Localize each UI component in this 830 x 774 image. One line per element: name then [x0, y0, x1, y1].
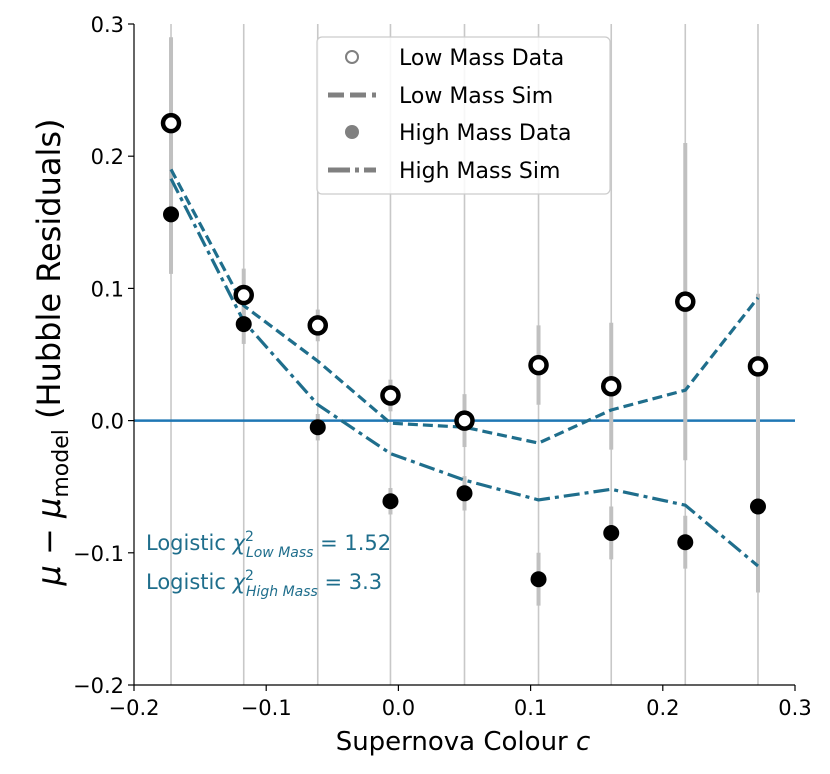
y-tick-label: 0.1 [91, 277, 124, 301]
low-mass-data-point [528, 354, 549, 376]
legend-box [316, 36, 611, 195]
annotation-prefix: Logistic [146, 531, 233, 555]
annotation-sub: High Mass [246, 584, 318, 600]
annotation-prefix: Logistic [146, 570, 233, 594]
annotation-value: = 3.3 [318, 570, 382, 594]
low-mass-data-point [747, 356, 769, 377]
x-tick-label: −0.1 [241, 696, 292, 720]
annotation-chi2-low-mass: Logistic χ2 Low Mass = 1.52 [146, 529, 391, 561]
low-mass-data-point [380, 385, 401, 406]
high-mass-sim-line [169, 177, 760, 568]
annotation-sup: 2 [245, 529, 254, 545]
high-mass-data-point [677, 534, 694, 551]
annotation-value: = 1.52 [313, 531, 391, 555]
legend: Low Mass Data Low Mass Sim High Mass Dat… [316, 36, 611, 195]
annotation-chi: χ [232, 531, 247, 555]
low-mass-sim-line [169, 168, 760, 445]
high-mass-data-point [163, 206, 180, 223]
high-mass-data-point [456, 485, 473, 502]
high-mass-data-point [309, 419, 326, 436]
y-axis-label: μ − μmodel (Hubble Residuals) [30, 118, 74, 586]
high-mass-data-point [235, 316, 252, 333]
annotation-sup: 2 [245, 568, 254, 584]
axes: −0.2 −0.1 0.0 0.1 0.2 0.3 −0.2 −0.1 0.0 0.1 0.2 0.3 [73, 13, 812, 720]
y-tick-label: 0.3 [91, 13, 124, 37]
legend-marker-high-mass-data [345, 125, 359, 139]
low-mass-data-point [454, 410, 475, 431]
legend-marker-low-mass-data [345, 50, 359, 64]
low-mass-data-point [675, 291, 696, 312]
x-tick-label: 0.3 [778, 696, 811, 720]
legend-label-high-mass-data: High Mass Data [399, 121, 571, 146]
y-axis-label-rest: (Hubble Residuals) [30, 118, 68, 429]
x-tick-label: 0.2 [646, 696, 679, 720]
x-axis-label-text: Supernova Colour [336, 727, 576, 757]
high-mass-data-point [382, 493, 399, 510]
annotation-chi: χ [232, 570, 247, 594]
y-tick-label: −0.2 [73, 674, 124, 698]
low-mass-data-point [307, 315, 329, 336]
y-tick-label: −0.1 [73, 542, 124, 566]
y-axis-label-sub: model [49, 429, 74, 498]
x-tick-label: 0.1 [514, 696, 547, 720]
high-mass-data-point [603, 524, 620, 541]
legend-label-low-mass-sim: Low Mass Sim [399, 84, 553, 109]
annotation-chi2-high-mass: Logistic χ2 High Mass = 3.3 [146, 568, 382, 600]
legend-label-high-mass-sim: High Mass Sim [399, 159, 560, 184]
annotation-sub: Low Mass [246, 545, 314, 561]
x-tick-label: −0.2 [109, 696, 160, 720]
high-mass-data-point [530, 571, 547, 588]
y-axis-label-mu: μ − μ [30, 498, 68, 587]
low-mass-data-point [160, 112, 182, 134]
sim-line-layer [169, 168, 760, 568]
y-tick-label: 0.2 [91, 145, 124, 169]
data-point-layer [160, 112, 769, 588]
low-mass-data-point [233, 284, 254, 306]
y-tick-label: 0.0 [91, 410, 124, 434]
low-mass-data-point [600, 375, 622, 397]
x-axis-label-var: c [576, 727, 590, 757]
x-axis-label: Supernova Colour c [336, 727, 591, 757]
legend-label-low-mass-data: Low Mass Data [399, 46, 564, 71]
x-tick-label: 0.0 [382, 696, 415, 720]
high-mass-data-point [749, 498, 766, 515]
